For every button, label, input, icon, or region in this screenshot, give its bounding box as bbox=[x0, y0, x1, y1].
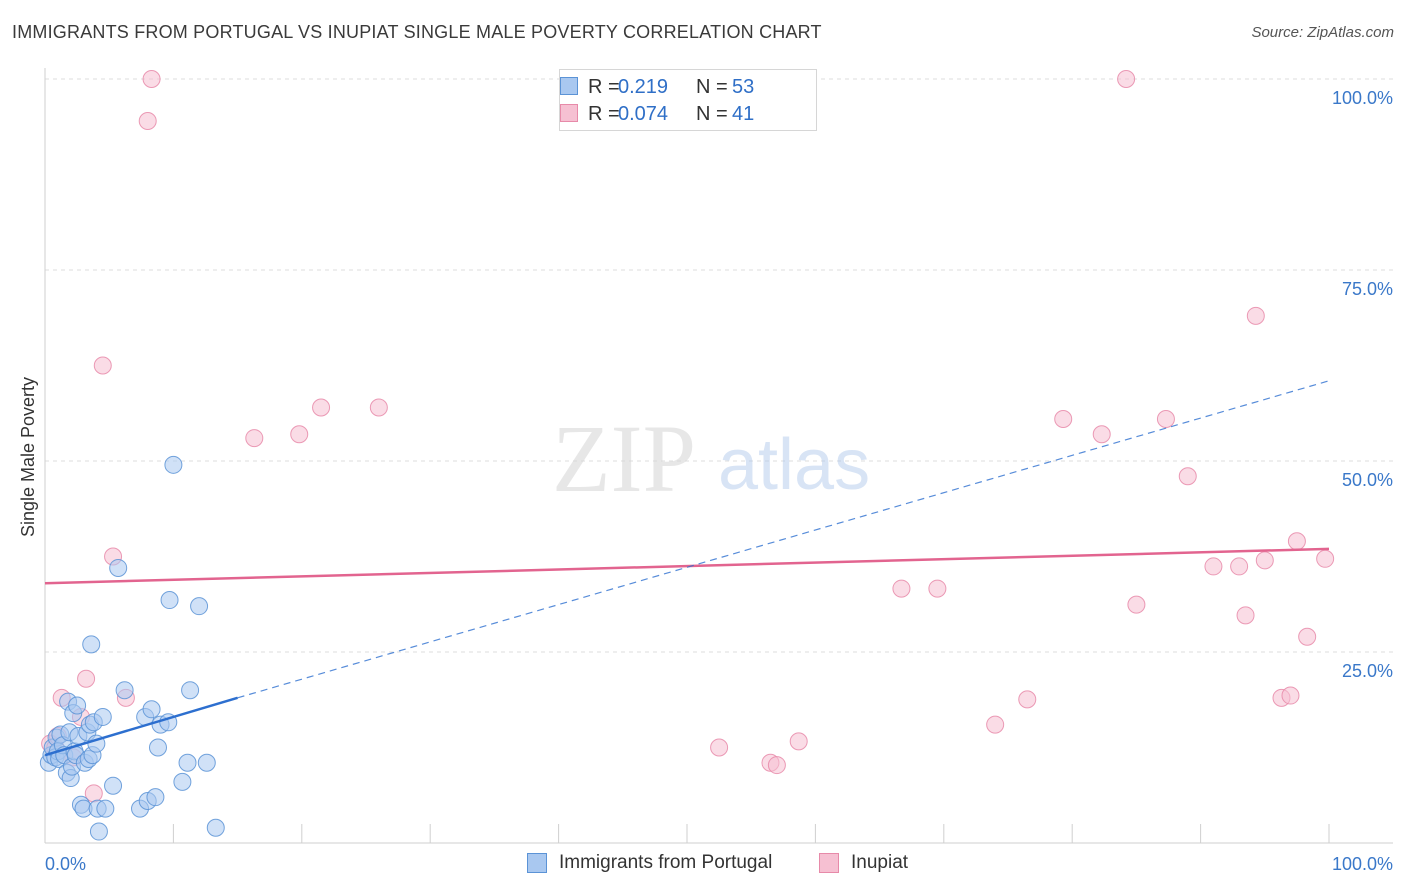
grid-layer bbox=[45, 78, 1393, 653]
watermark-atlas: atlas bbox=[718, 425, 870, 505]
inupiat-point bbox=[93, 356, 112, 375]
r-label: R = bbox=[588, 102, 620, 125]
inupiat-point bbox=[1298, 627, 1317, 646]
inupiat-point bbox=[142, 70, 161, 88]
r-value: 0.219 bbox=[618, 75, 669, 98]
portugal-point bbox=[164, 455, 183, 474]
portugal-point bbox=[93, 707, 112, 726]
legend-label-portugal: Immigrants from Portugal bbox=[559, 852, 773, 873]
portugal-point bbox=[104, 776, 123, 795]
inupiat-point bbox=[1178, 467, 1197, 486]
portugal-point bbox=[148, 738, 167, 757]
axis-layer: 25.0% 50.0% 75.0% 100.0% 0.0% 100.0% bbox=[44, 68, 1393, 874]
inupiat-point bbox=[1281, 686, 1300, 705]
legend-item-portugal[interactable]: Immigrants from Portugal bbox=[527, 852, 772, 874]
r-value: 0.074 bbox=[618, 102, 669, 125]
portugal-point bbox=[173, 772, 192, 791]
legend-blue-square-icon bbox=[527, 853, 547, 873]
swatch-blue-square-icon bbox=[560, 77, 578, 95]
y-tick-label: 25.0% bbox=[1342, 661, 1393, 681]
inupiat-point bbox=[1156, 409, 1175, 428]
inupiat-point bbox=[1230, 557, 1249, 576]
inupiat-point bbox=[77, 669, 96, 688]
inupiat-point bbox=[290, 425, 309, 444]
portugal-point bbox=[109, 558, 128, 577]
inupiat-point bbox=[1246, 306, 1265, 325]
inupiat-point bbox=[1255, 551, 1274, 570]
portugal-trend-extension bbox=[237, 380, 1330, 699]
series-legend: Immigrants from Portugal Inupiat bbox=[0, 852, 1406, 878]
inupiat-point bbox=[312, 398, 331, 417]
portugal-point bbox=[197, 753, 216, 772]
legend-item-inupiat[interactable]: Inupiat bbox=[819, 852, 908, 874]
portugal-point bbox=[68, 696, 87, 715]
inupiat-point bbox=[1054, 409, 1073, 428]
portugal-point bbox=[146, 788, 165, 807]
inupiat-point bbox=[710, 738, 729, 757]
inupiat-point bbox=[1117, 70, 1136, 88]
swatch-pink-square-icon bbox=[560, 104, 578, 122]
watermark-zip: ZIP bbox=[552, 405, 696, 512]
chart-title: IMMIGRANTS FROM PORTUGAL VS INUPIAT SING… bbox=[12, 22, 822, 42]
watermark: ZIP atlas bbox=[552, 405, 870, 512]
inupiat-point bbox=[789, 732, 808, 751]
y-tick-label: 75.0% bbox=[1342, 279, 1393, 299]
y-tick-label: 100.0% bbox=[1332, 88, 1393, 108]
stats-row-inupiat: R = 0.074 N = 41 bbox=[560, 101, 755, 127]
inupiat-point bbox=[928, 579, 947, 598]
inupiat-point bbox=[1092, 425, 1111, 444]
n-label: N = bbox=[696, 75, 728, 98]
portugal-point bbox=[178, 753, 197, 772]
portugal-point bbox=[89, 822, 108, 841]
legend-label-inupiat: Inupiat bbox=[851, 852, 909, 873]
inupiat-point bbox=[245, 429, 264, 448]
inupiat-point bbox=[1204, 557, 1223, 576]
portugal-point bbox=[82, 635, 101, 654]
portugal-point bbox=[142, 700, 161, 719]
portugal-point bbox=[96, 799, 115, 818]
trend-layer bbox=[44, 380, 1330, 757]
portugal-point bbox=[206, 818, 225, 837]
portugal-point bbox=[115, 681, 134, 700]
source-label: Source: ZipAtlas.com bbox=[1251, 24, 1394, 41]
stats-legend: R = 0.219 N = 53 R = 0.074 N = 41 bbox=[559, 69, 817, 131]
inupiat-point bbox=[892, 579, 911, 598]
legend-pink-square-icon bbox=[819, 853, 839, 873]
inupiat-point bbox=[986, 715, 1005, 734]
inupiat-point bbox=[1236, 606, 1255, 625]
n-value: 53 bbox=[732, 75, 755, 98]
x-tick-label: 0.0% bbox=[45, 854, 86, 874]
inupiat-point bbox=[767, 756, 786, 775]
portugal-point bbox=[160, 591, 179, 610]
portugal-trend-line bbox=[44, 696, 238, 757]
r-label: R = bbox=[588, 75, 620, 98]
stats-row-portugal: R = 0.219 N = 53 bbox=[560, 74, 755, 100]
inupiat-trend-line bbox=[44, 547, 1330, 585]
x-tick-label: 100.0% bbox=[1332, 854, 1393, 874]
inupiat-point bbox=[369, 398, 388, 417]
inupiat-point bbox=[1018, 690, 1037, 709]
inupiat-point bbox=[1287, 532, 1306, 551]
inupiat-point bbox=[1316, 549, 1335, 568]
n-label: N = bbox=[696, 102, 728, 125]
portugal-point bbox=[181, 681, 200, 700]
n-value: 41 bbox=[732, 102, 755, 125]
portugal-point bbox=[190, 597, 209, 616]
y-tick-label: 50.0% bbox=[1342, 470, 1393, 490]
inupiat-point bbox=[138, 112, 157, 131]
inupiat-point bbox=[1127, 595, 1146, 614]
y-axis-label: Single Male Poverty bbox=[18, 377, 38, 537]
